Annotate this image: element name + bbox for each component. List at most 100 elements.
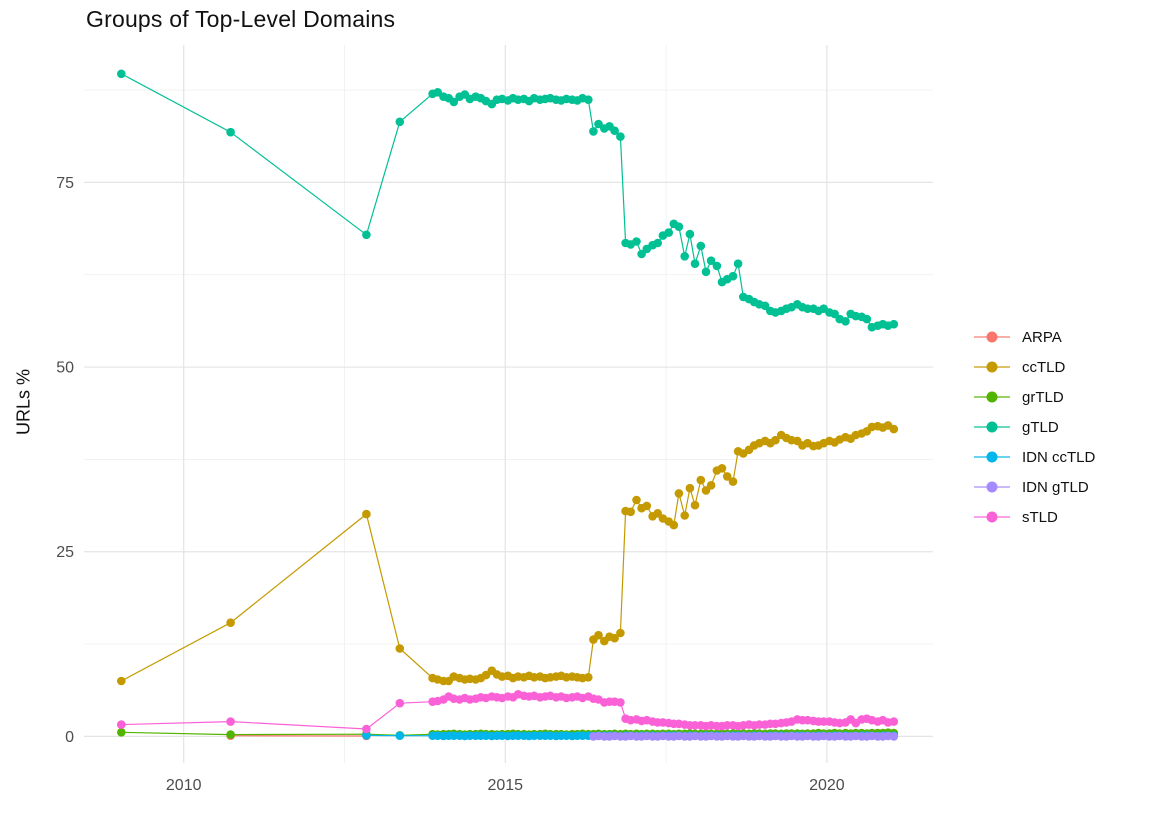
legend-label: grTLD: [1022, 388, 1064, 406]
series-line: [121, 73, 894, 328]
data-point: [664, 228, 673, 237]
legend-marker-icon: [974, 361, 1010, 373]
legend-item-gtld: gTLD: [974, 412, 1095, 442]
data-point: [362, 724, 371, 734]
data-point: [701, 267, 711, 277]
data-point: [706, 256, 716, 266]
data-point: [889, 424, 899, 434]
series-idn-gtld: [589, 731, 899, 741]
legend-marker-icon: [974, 421, 1010, 433]
data-point: [395, 698, 405, 708]
y-tick-label: 75: [56, 175, 74, 192]
legend: ARPA ccTLD grTLD gTLD IDN ccTLD IDN gTLD sTLD: [974, 322, 1095, 532]
data-point: [362, 230, 371, 240]
data-point: [395, 731, 405, 740]
y-axis-title: URLs %: [13, 368, 34, 436]
series-stld: [117, 690, 899, 734]
legend-marker-icon: [974, 481, 1010, 493]
legend-marker-icon: [974, 391, 1010, 403]
legend-item-stld: sTLD: [974, 502, 1095, 532]
data-point: [728, 271, 738, 281]
legend-dot-icon: [986, 331, 998, 343]
data-point: [226, 730, 235, 739]
legend-dot-icon: [986, 421, 998, 433]
y-tick-label: 50: [56, 360, 74, 377]
data-point: [632, 237, 641, 246]
data-point: [584, 95, 593, 104]
data-point: [862, 314, 872, 324]
legend-marker-icon: [974, 451, 1010, 463]
data-point: [395, 644, 405, 653]
legend-label: ccTLD: [1022, 358, 1066, 376]
data-point: [362, 731, 371, 740]
data-point: [594, 119, 603, 129]
legend-label: IDN ccTLD: [1022, 448, 1096, 466]
data-point: [642, 501, 652, 511]
data-point: [722, 472, 732, 481]
legend-dot-icon: [986, 451, 998, 463]
x-tick-label: 2010: [166, 777, 202, 794]
grid-major: [84, 45, 933, 763]
data-point: [680, 251, 689, 261]
data-point: [690, 259, 700, 269]
data-point: [653, 509, 662, 518]
data-point: [395, 117, 405, 127]
data-point: [584, 673, 593, 682]
legend-dot-icon: [986, 511, 998, 523]
series-gtld: [117, 69, 899, 332]
data-point: [226, 127, 235, 137]
data-point: [117, 728, 126, 737]
data-point: [706, 481, 716, 490]
legend-item-cctld: ccTLD: [974, 352, 1095, 382]
data-point: [226, 717, 235, 726]
data-point: [449, 97, 459, 107]
data-point: [616, 698, 625, 707]
legend-label: IDN gTLD: [1022, 478, 1089, 496]
data-point: [594, 630, 603, 640]
axis-tick-labels: 0 25 50 75 2010 2015 2020: [56, 175, 845, 794]
data-point: [771, 435, 780, 445]
data-point: [690, 500, 700, 510]
data-point: [889, 319, 899, 329]
data-point: [616, 628, 625, 638]
data-point: [674, 489, 684, 498]
data-point: [696, 475, 706, 485]
data-point: [728, 477, 738, 486]
series-arpa: [226, 731, 371, 741]
data-point: [610, 633, 619, 643]
data-point: [889, 732, 899, 741]
legend-item-idn-gtld: IDN gTLD: [974, 472, 1095, 502]
x-tick-label: 2020: [809, 777, 845, 794]
data-point: [674, 222, 684, 231]
data-point: [117, 69, 126, 79]
legend-item-arpa: ARPA: [974, 322, 1095, 352]
legend-label: gTLD: [1022, 418, 1059, 436]
legend-dot-icon: [986, 391, 998, 403]
data-point: [362, 509, 371, 519]
data-point: [712, 261, 722, 271]
chart-title: Groups of Top-Level Domains: [86, 6, 396, 32]
legend-label: sTLD: [1022, 508, 1058, 526]
data-point: [226, 618, 235, 627]
x-tick-label: 2015: [487, 777, 523, 794]
y-tick-label: 25: [56, 544, 74, 561]
data-point: [117, 720, 126, 729]
data-point: [680, 511, 689, 520]
legend-marker-icon: [974, 511, 1010, 523]
data-point: [117, 676, 126, 686]
data-point: [889, 717, 899, 726]
data-point: [685, 229, 695, 239]
legend-dot-icon: [986, 481, 998, 493]
grid-minor: [84, 45, 933, 763]
data-point: [653, 238, 662, 248]
series-cctld: [117, 421, 899, 686]
legend-marker-icon: [974, 331, 1010, 343]
data-point: [841, 317, 850, 326]
data-point: [616, 132, 625, 141]
data-point: [632, 495, 641, 505]
data-point: [610, 126, 619, 135]
legend-dot-icon: [986, 361, 998, 373]
